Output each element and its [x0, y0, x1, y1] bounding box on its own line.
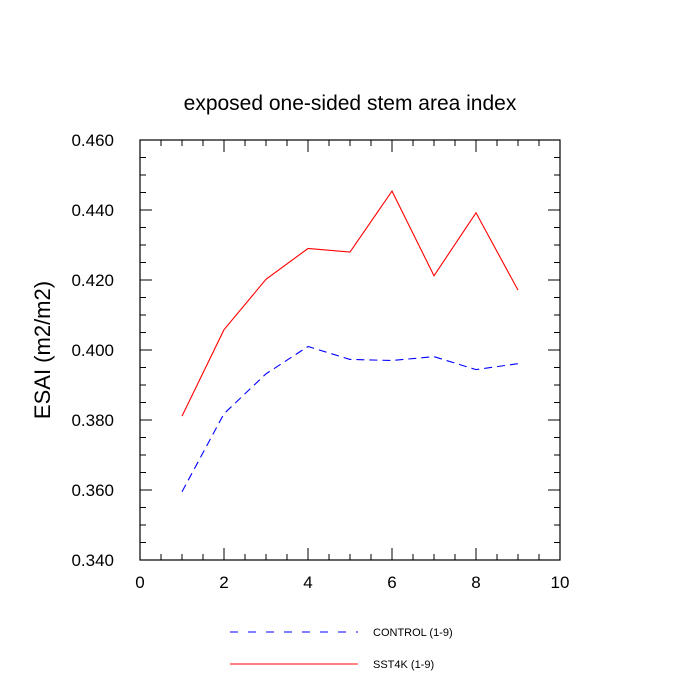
y-axis-label: ESAI (m2/m2) [30, 281, 55, 419]
y-tick-label: 0.360 [71, 481, 114, 500]
plot-frame [139, 139, 561, 561]
legend-label: SST4K (1-9) [373, 659, 434, 671]
x-tick-label: 0 [135, 573, 144, 592]
tick-labels: 0 2 4 6 8 10 0.340 0.360 0.380 0.400 0.420 0.440 0.4… [71, 131, 569, 592]
legend: CONTROL (1-9) SST4K (1-9) [230, 627, 453, 671]
x-tick-label: 4 [303, 573, 312, 592]
x-tick-label: 2 [219, 573, 228, 592]
axis-ticks [139, 139, 561, 561]
x-tick-label: 6 [387, 573, 396, 592]
series-line-control [181, 345, 519, 493]
y-tick-label: 0.460 [71, 131, 114, 150]
y-tick-label: 0.400 [71, 341, 114, 360]
y-tick-label: 0.420 [71, 271, 114, 290]
y-tick-label: 0.380 [71, 411, 114, 430]
plot-area [139, 139, 561, 561]
x-tick-label: 10 [551, 573, 570, 592]
series-line-sst4k [181, 190, 519, 417]
series-lines [181, 190, 519, 493]
x-tick-label: 8 [471, 573, 480, 592]
legend-label: CONTROL (1-9) [373, 627, 453, 639]
y-tick-label: 0.440 [71, 201, 114, 220]
chart-title: exposed one-sided stem area index [184, 92, 517, 115]
y-tick-label: 0.340 [71, 551, 114, 570]
